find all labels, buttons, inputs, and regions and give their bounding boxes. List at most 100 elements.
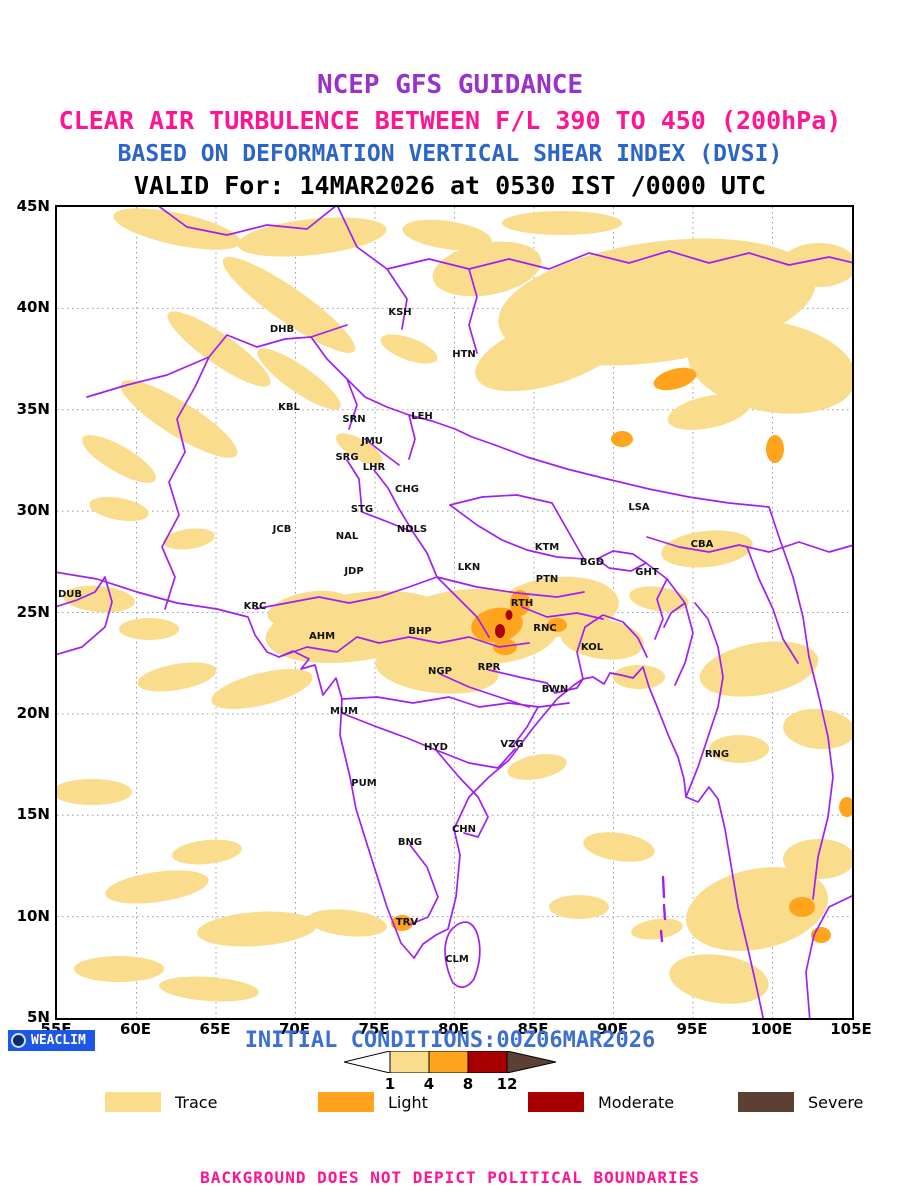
station-label-ndls: NDLS: [397, 524, 427, 535]
station-label-ptn: PTN: [536, 574, 559, 585]
station-label-ksh: KSH: [388, 307, 411, 318]
title-line-3: BASED ON DEFORMATION VERTICAL SHEAR INDE…: [117, 141, 783, 167]
station-label-rth: RTH: [511, 598, 533, 609]
station-label-ngp: NGP: [428, 666, 452, 677]
colorbar-value: 12: [496, 1075, 518, 1093]
initial-conditions-text: INITIAL CONDITIONS:00Z06MAR2026: [244, 1028, 656, 1053]
x-axis-label: 95E: [676, 1020, 708, 1038]
station-label-nal: NAL: [336, 531, 359, 542]
border-kashmir: [310, 336, 496, 466]
legend-swatch-severe: [738, 1092, 794, 1112]
x-axis-label: 65E: [199, 1020, 231, 1038]
border-nepal-bhutan: [449, 494, 647, 572]
station-label-kbl: KBL: [278, 402, 300, 413]
station-label-lsa: LSA: [628, 502, 650, 513]
coastline-arabia: [57, 576, 113, 656]
station-label-bhp: BHP: [408, 626, 431, 637]
island-sri-lanka: [444, 921, 481, 988]
legend-item-severe: Severe: [738, 1092, 863, 1112]
station-label-dub: DUB: [58, 589, 82, 600]
y-axis-label: 15N: [16, 805, 50, 824]
y-axis-label: 25N: [16, 602, 50, 621]
station-label-lhr: LHR: [363, 462, 386, 473]
colorbar-value: 4: [423, 1075, 435, 1093]
station-label-htn: HTN: [452, 349, 476, 360]
legend-label-trace: Trace: [175, 1092, 218, 1112]
colorbar: [343, 1050, 557, 1077]
station-label-dhb: DHB: [270, 324, 294, 335]
border-northeast: [576, 562, 694, 686]
border-myanmar: [685, 546, 834, 900]
coastline-main: [57, 571, 765, 1018]
station-label-mum: MUM: [330, 706, 358, 717]
weaclim-badge: WEACLIM: [8, 1030, 95, 1051]
title-line-4: VALID For: 14MAR2026 at 0530 IST /0000 U…: [133, 171, 767, 200]
legend-swatch-trace: [105, 1092, 161, 1112]
colorbar-scale-values: 1 4 8 12: [344, 1075, 556, 1093]
legend-swatch-moderate: [528, 1092, 584, 1112]
station-label-krc: KRC: [244, 601, 267, 612]
station-label-rpr: RPR: [478, 662, 501, 673]
legend-swatch-light: [318, 1092, 374, 1112]
x-axis-label: 85E: [517, 1020, 549, 1038]
title-line-2: CLEAR AIR TURBULENCE BETWEEN F/L 390 TO …: [58, 106, 842, 135]
station-label-srg: SRG: [335, 452, 358, 463]
legend-label-moderate: Moderate: [598, 1092, 675, 1112]
station-label-ktm: KTM: [535, 542, 560, 553]
weaclim-logo-icon: [11, 1033, 26, 1048]
y-axis-label: 10N: [16, 906, 50, 925]
station-label-srn: SRN: [342, 414, 365, 425]
border-north-china: [158, 207, 852, 354]
station-label-kol: KOL: [581, 642, 604, 653]
x-axis-label: 90E: [596, 1020, 629, 1038]
x-axis-label: 70E: [278, 1020, 311, 1038]
legend-label-severe: Severe: [808, 1092, 864, 1112]
map-frame: DHB KSH HTN KBL SRN LEH JMU SRG LHR CHG STG JCB NAL N…: [55, 205, 854, 1020]
weaclim-logo-text: WEACLIM: [31, 1033, 86, 1048]
y-axis-label: 45N: [16, 197, 50, 215]
title-line-1: NCEP GFS GUIDANCE: [316, 70, 584, 100]
turbulence-trace-layer: [57, 208, 852, 1004]
colorbar-value: 8: [462, 1075, 474, 1093]
borders-india-states: [254, 459, 604, 926]
colorbar-arrow: [343, 1050, 557, 1074]
y-axis-label: 20N: [16, 703, 50, 722]
x-axis-label: 100E: [750, 1020, 793, 1038]
legend-item-moderate: Moderate: [528, 1092, 674, 1112]
station-label-jmu: JMU: [360, 436, 383, 447]
y-axis-label: 40N: [16, 298, 50, 317]
station-label-lkn: LKN: [458, 562, 481, 573]
station-label-chn: CHN: [452, 824, 476, 835]
station-label-chg: CHG: [395, 484, 419, 495]
station-label-pum: PUM: [351, 778, 376, 789]
station-label-rng: RNG: [705, 749, 729, 760]
station-label-leh: LEH: [411, 411, 433, 422]
x-axis-label: 75E: [358, 1020, 390, 1038]
disclaimer-text: BACKGROUND DOES NOT DEPICT POLITICAL BOU…: [200, 1168, 700, 1187]
x-axis-label: 105E: [830, 1020, 872, 1038]
station-label-clm: CLM: [445, 954, 469, 965]
coastline-thailand: [805, 895, 852, 1018]
station-label-rnc: RNC: [533, 623, 556, 634]
colorbar-segment-light: [428, 1050, 469, 1074]
station-label-stg: STG: [351, 504, 373, 515]
x-axis-label: 80E: [437, 1020, 470, 1038]
y-axis-label: 5N: [27, 1008, 50, 1026]
station-label-hyd: HYD: [424, 742, 448, 753]
station-label-bwn: BWN: [542, 684, 568, 695]
y-axis-label: 35N: [16, 399, 50, 418]
legend-item-trace: Trace: [105, 1092, 217, 1112]
legend-item-light: Light: [318, 1092, 428, 1112]
station-label-bgd: BGD: [580, 557, 604, 568]
colorbar-tip-left: [343, 1050, 391, 1074]
colorbar-value: 1: [384, 1075, 396, 1093]
x-axis-label: 60E: [119, 1020, 152, 1038]
colorbar-segment-trace: [389, 1050, 430, 1074]
islands-andaman: [659, 875, 667, 943]
station-label-jdp: JDP: [343, 566, 363, 577]
station-label-ght: GHT: [635, 567, 659, 578]
boundaries-layer: [57, 207, 852, 1018]
station-label-jcb: JCB: [272, 524, 292, 535]
